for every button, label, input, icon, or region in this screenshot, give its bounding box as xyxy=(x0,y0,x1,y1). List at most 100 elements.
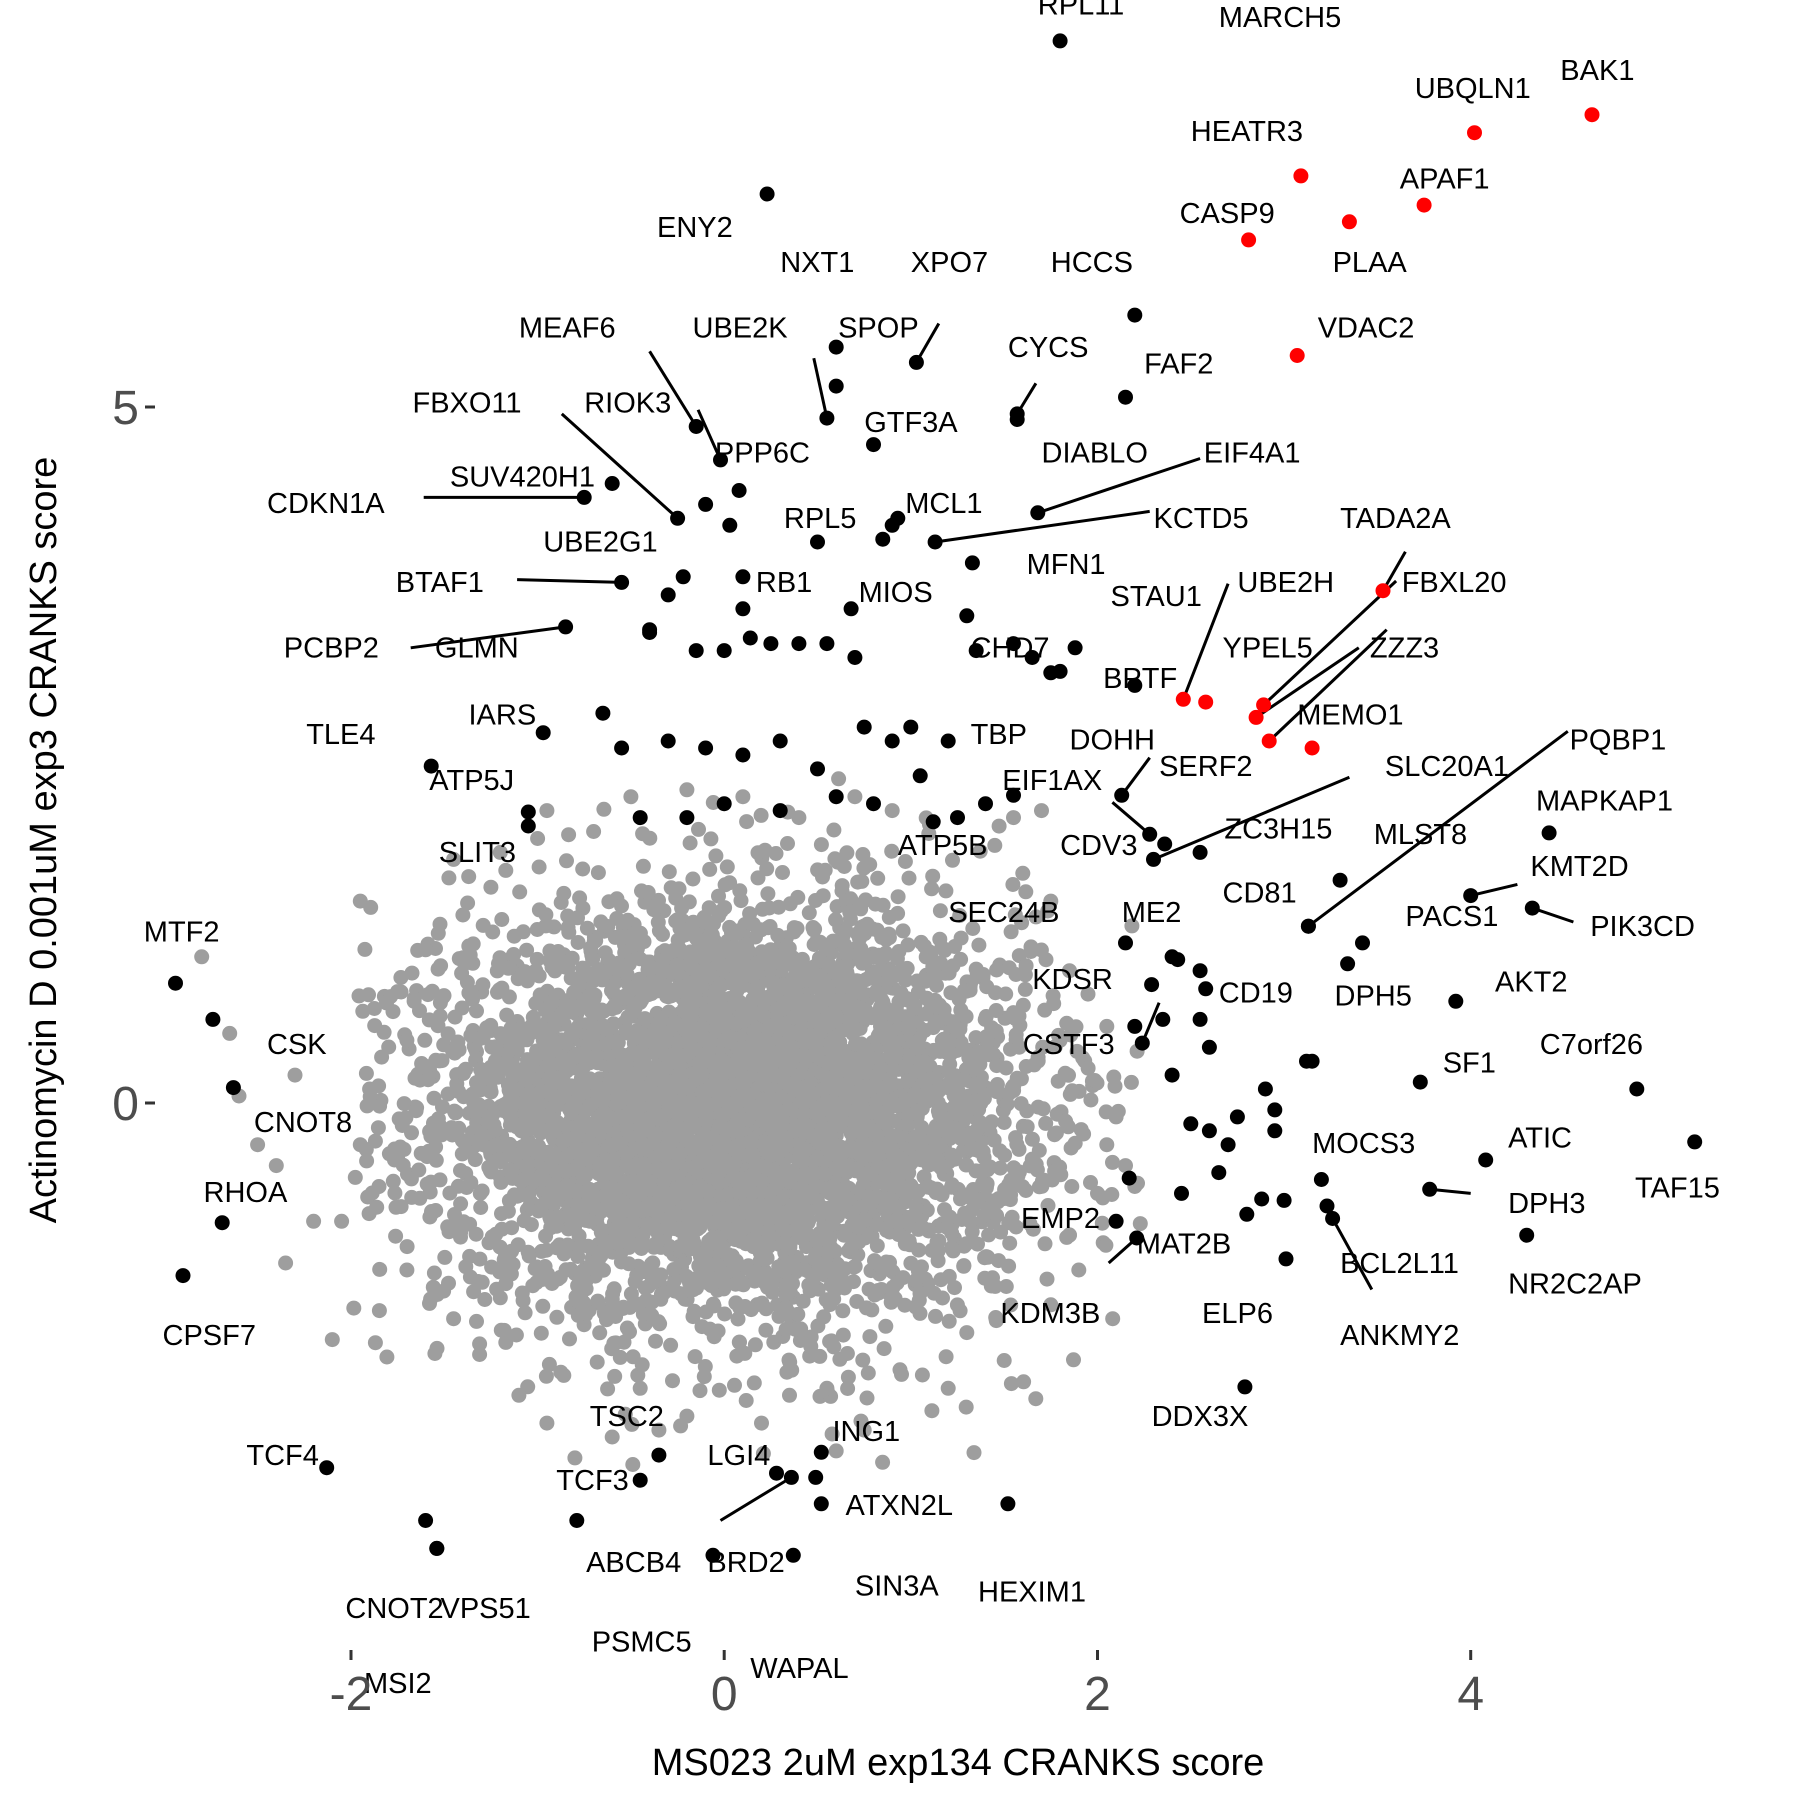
background-point xyxy=(975,967,991,982)
background-point xyxy=(1019,1103,1035,1119)
background-point xyxy=(875,1454,891,1470)
background-point xyxy=(371,1303,387,1319)
background-point xyxy=(835,1303,851,1319)
background-point xyxy=(517,1171,533,1187)
background-point xyxy=(854,873,870,889)
background-point xyxy=(517,1305,533,1321)
background-point xyxy=(572,970,588,986)
background-point xyxy=(924,881,940,897)
background-point xyxy=(795,1293,811,1309)
background-point xyxy=(988,1003,1004,1018)
background-point xyxy=(503,1099,519,1115)
background-point xyxy=(711,1382,727,1398)
background-point xyxy=(953,951,969,967)
background-point xyxy=(618,1023,634,1039)
background-point xyxy=(855,1352,871,1368)
background-point xyxy=(582,1098,598,1114)
background-point xyxy=(810,1318,826,1334)
background-point xyxy=(529,922,545,937)
background-point xyxy=(742,906,758,922)
background-point xyxy=(838,1052,854,1068)
background-point xyxy=(711,888,726,904)
background-point xyxy=(655,953,671,969)
background-point xyxy=(359,1153,375,1169)
background-point xyxy=(741,943,757,959)
background-point xyxy=(1028,1391,1044,1407)
background-point xyxy=(906,1034,921,1050)
background-point xyxy=(367,1133,383,1149)
background-point xyxy=(551,1209,567,1225)
background-point xyxy=(589,1354,605,1370)
background-point xyxy=(1001,960,1017,976)
background-point xyxy=(981,1227,997,1243)
background-point xyxy=(381,1146,397,1162)
background-point xyxy=(803,1338,819,1354)
background-point xyxy=(556,885,572,901)
background-point xyxy=(941,965,957,981)
background-point xyxy=(453,1196,469,1212)
background-point xyxy=(1057,1065,1073,1081)
background-point xyxy=(1052,1159,1068,1175)
background-point xyxy=(1018,884,1034,900)
background-point xyxy=(998,986,1014,1002)
background-point xyxy=(422,1123,438,1139)
background-point xyxy=(604,1341,620,1357)
background-point xyxy=(684,1142,700,1157)
background-point xyxy=(661,864,677,880)
background-point xyxy=(440,1086,456,1102)
background-point xyxy=(925,868,941,884)
background-point xyxy=(634,883,649,899)
background-point xyxy=(472,1347,488,1362)
background-point xyxy=(897,854,913,869)
background-point xyxy=(747,1337,763,1353)
background-point xyxy=(780,836,795,851)
background-point xyxy=(1018,958,1034,974)
background-point xyxy=(928,1070,944,1086)
background-point xyxy=(898,1058,914,1074)
background-point xyxy=(567,1220,582,1236)
background-point xyxy=(728,1139,744,1154)
background-point xyxy=(889,951,905,967)
background-point xyxy=(503,1266,519,1282)
background-point xyxy=(927,1149,943,1165)
background-point xyxy=(970,1236,985,1252)
background-point xyxy=(467,1152,483,1168)
background-point xyxy=(510,1188,525,1204)
background-point xyxy=(1060,1118,1076,1134)
background-point xyxy=(475,977,491,993)
background-point xyxy=(707,1096,723,1112)
background-point xyxy=(941,1077,957,1093)
background-point xyxy=(629,1106,645,1122)
background-point xyxy=(635,1228,651,1244)
background-point xyxy=(656,1285,672,1301)
background-point xyxy=(847,1258,863,1274)
background-point xyxy=(757,1031,773,1047)
background-point xyxy=(1011,1039,1027,1055)
background-point xyxy=(923,949,939,965)
background-point xyxy=(782,1354,798,1370)
background-point xyxy=(870,870,886,886)
background-point xyxy=(998,1279,1014,1294)
background-point xyxy=(708,848,724,864)
background-point xyxy=(988,1310,1004,1325)
background-point xyxy=(1014,915,1030,931)
background-point xyxy=(366,1001,382,1016)
background-point xyxy=(520,1156,536,1172)
background-point xyxy=(388,1199,404,1215)
background-point xyxy=(729,975,745,991)
background-point xyxy=(878,1318,894,1334)
background-point xyxy=(498,862,514,878)
background-point xyxy=(732,883,748,899)
background-point xyxy=(361,987,376,1003)
background-point xyxy=(601,894,617,910)
background-point xyxy=(717,1306,733,1322)
background-point xyxy=(813,837,829,853)
background-point xyxy=(449,1076,465,1092)
background-point xyxy=(704,927,720,943)
background-point xyxy=(529,1259,545,1275)
background-point xyxy=(1015,1179,1030,1195)
background-point xyxy=(1022,1216,1038,1232)
background-point xyxy=(992,1160,1008,1176)
background-point xyxy=(472,1336,488,1352)
background-point xyxy=(691,821,706,837)
